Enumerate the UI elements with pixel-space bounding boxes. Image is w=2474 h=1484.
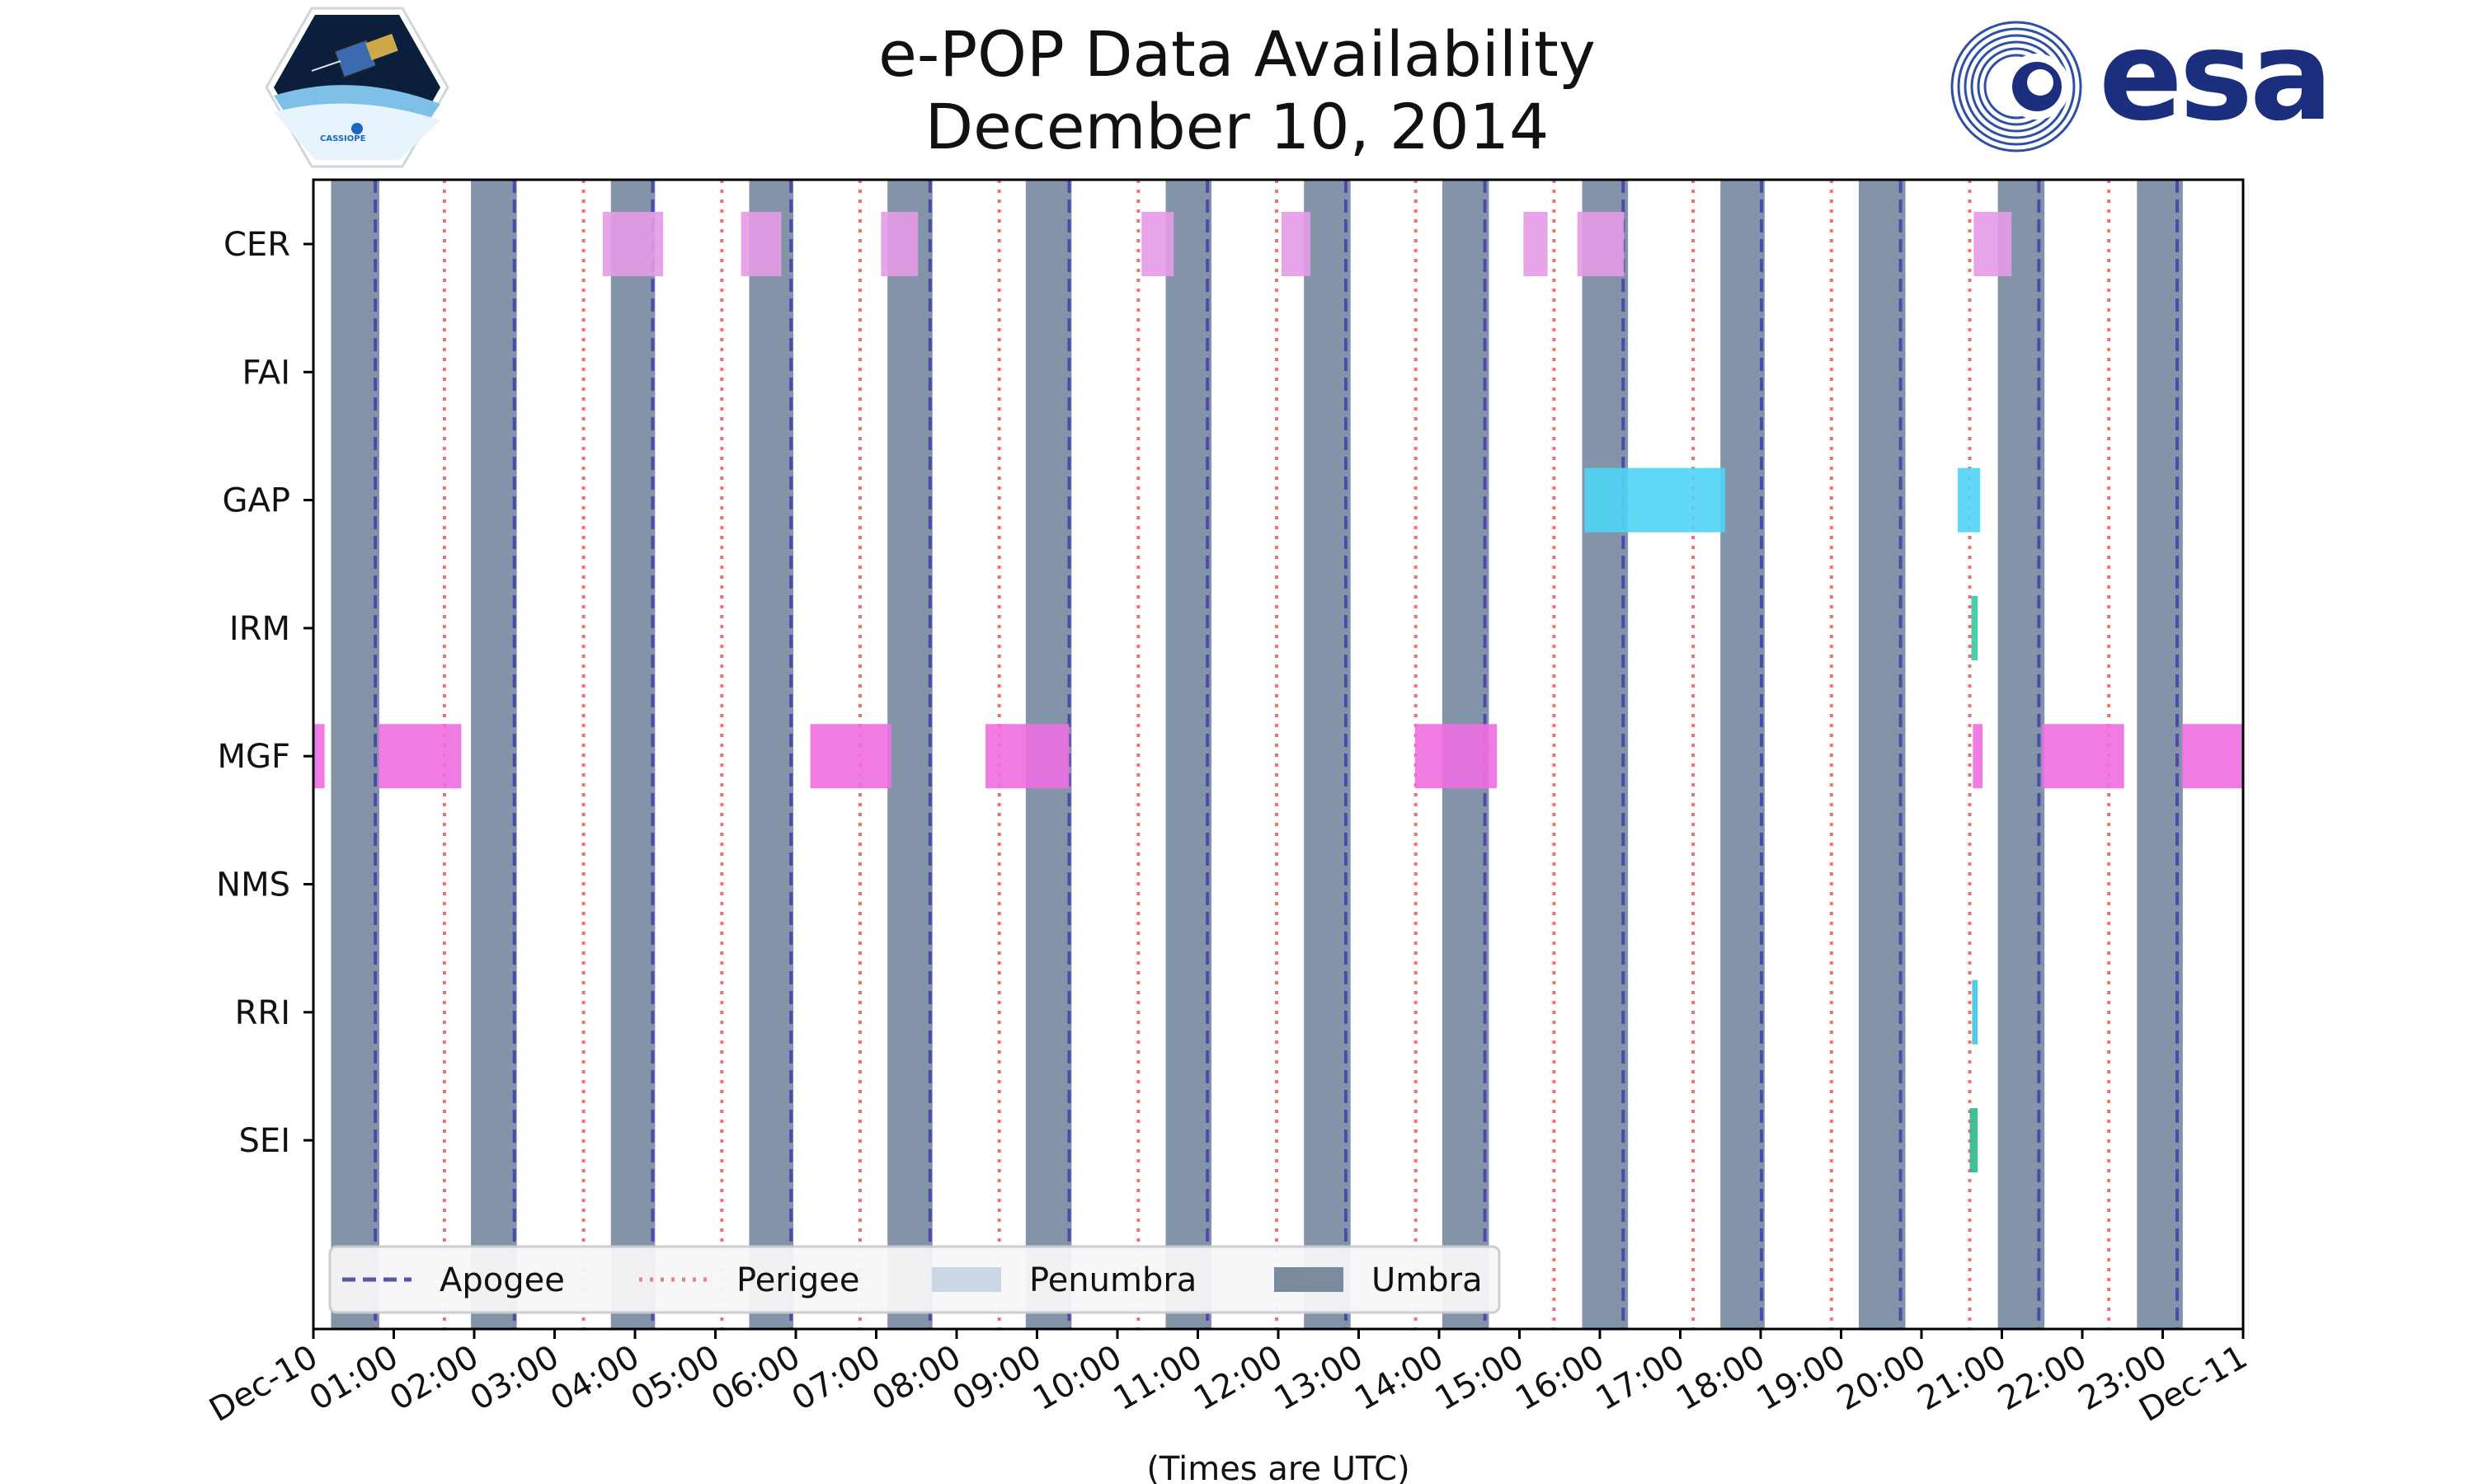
x-tick-label: 10:00 — [1027, 1338, 1128, 1418]
umbra-band — [1997, 180, 2045, 1329]
data-bar-sei — [1969, 1108, 1978, 1173]
data-bar-mgf — [1414, 724, 1498, 789]
x-tick-label: 01:00 — [303, 1338, 405, 1418]
y-tick-label: IRM — [229, 610, 290, 648]
legend-swatch-penumbra — [932, 1267, 1001, 1292]
legend-label-umbra: Umbra — [1371, 1261, 1483, 1299]
x-axis-label: (Times are UTC) — [1146, 1450, 1409, 1484]
umbra-band — [1582, 180, 1629, 1329]
x-tick-label: 19:00 — [1751, 1338, 1852, 1418]
esa-logo-mark — [1950, 21, 2082, 153]
data-bar-gap — [1584, 467, 1726, 533]
cassiope-logo-text: CASSIOPE — [320, 134, 366, 143]
x-tick-label: 21:00 — [1912, 1338, 2013, 1418]
x-tick-label: 15:00 — [1429, 1338, 1531, 1418]
umbra-band — [2137, 180, 2183, 1329]
x-tick-label: 20:00 — [1831, 1338, 1932, 1418]
data-bar-mgf — [985, 724, 1070, 789]
data-bar-cer — [1141, 212, 1174, 276]
x-tick-label: 04:00 — [544, 1338, 646, 1418]
chart-title-line-1: e-POP Data Availability — [878, 17, 1596, 91]
x-tick-label: 06:00 — [705, 1338, 807, 1418]
cassiope-logo — [265, 7, 449, 168]
umbra-band — [610, 180, 656, 1329]
data-bar-rri — [1972, 979, 1978, 1045]
x-tick-label: 11:00 — [1108, 1338, 1209, 1418]
x-tick-label: 18:00 — [1670, 1338, 1771, 1418]
umbra-band — [331, 180, 379, 1329]
chart-title-line-2: December 10, 2014 — [924, 90, 1550, 163]
x-tick-label: 13:00 — [1268, 1338, 1370, 1418]
umbra-band — [1304, 180, 1351, 1329]
data-bar-cer — [1281, 212, 1310, 276]
legend-label-penumbra: Penumbra — [1029, 1261, 1197, 1299]
data-bar-mgf — [313, 724, 325, 789]
umbra-band — [1858, 180, 1906, 1329]
umbra-band — [471, 180, 517, 1329]
data-bar-cer — [741, 212, 782, 276]
y-tick-label: MGF — [217, 738, 290, 776]
legend-label-perigee: Perigee — [736, 1261, 859, 1299]
data-bar-mgf — [2181, 724, 2243, 789]
legend-box — [328, 1245, 1501, 1314]
legend-label-apogee: Apogee — [440, 1261, 565, 1299]
y-tick-label: FAI — [242, 354, 291, 392]
umbra-band — [1720, 180, 1765, 1329]
x-tick-label: 14:00 — [1348, 1338, 1450, 1418]
y-tick-label: SEI — [239, 1122, 290, 1160]
data-bar-irm — [1971, 595, 1978, 660]
data-bar-cer — [603, 212, 664, 276]
y-tick-label: CER — [223, 226, 290, 264]
x-tick-label: 16:00 — [1509, 1338, 1611, 1418]
esa-logo-text: esa — [2099, 5, 2333, 148]
legend-swatch-umbra — [1274, 1267, 1343, 1292]
data-bar-mgf — [378, 724, 462, 789]
plot-area — [313, 180, 2243, 1329]
y-tick-label: RRI — [235, 994, 290, 1032]
x-tick-label: 07:00 — [786, 1338, 887, 1418]
data-bar-gap — [1957, 467, 1981, 533]
umbra-band — [887, 180, 933, 1329]
y-tick-label: NMS — [216, 866, 290, 904]
data-bar-cer — [881, 212, 919, 276]
x-tick-label: 02:00 — [383, 1338, 485, 1418]
data-bar-cer — [1523, 212, 1548, 276]
x-tick-label: 17:00 — [1590, 1338, 1691, 1418]
x-tick-label: 08:00 — [866, 1338, 967, 1418]
data-bar-mgf — [1973, 724, 1983, 789]
x-tick-label: 12:00 — [1188, 1338, 1289, 1418]
x-tick-label: 22:00 — [1992, 1338, 2093, 1418]
x-tick-label: 03:00 — [464, 1338, 566, 1418]
data-bar-mgf — [2042, 724, 2124, 789]
y-tick-label: GAP — [223, 482, 290, 520]
umbra-band — [749, 180, 794, 1329]
x-tick-label: 05:00 — [625, 1338, 727, 1418]
data-bar-cer — [1577, 212, 1625, 276]
x-tick-label: 09:00 — [947, 1338, 1048, 1418]
umbra-band — [1165, 180, 1212, 1329]
data-bar-cer — [1973, 212, 2012, 276]
data-bar-mgf — [810, 724, 892, 789]
chart-title: e-POP Data Availability December 10, 201… — [0, 18, 2474, 163]
legend: Apogee Perigee Penumbra Umbra — [328, 1245, 1501, 1314]
